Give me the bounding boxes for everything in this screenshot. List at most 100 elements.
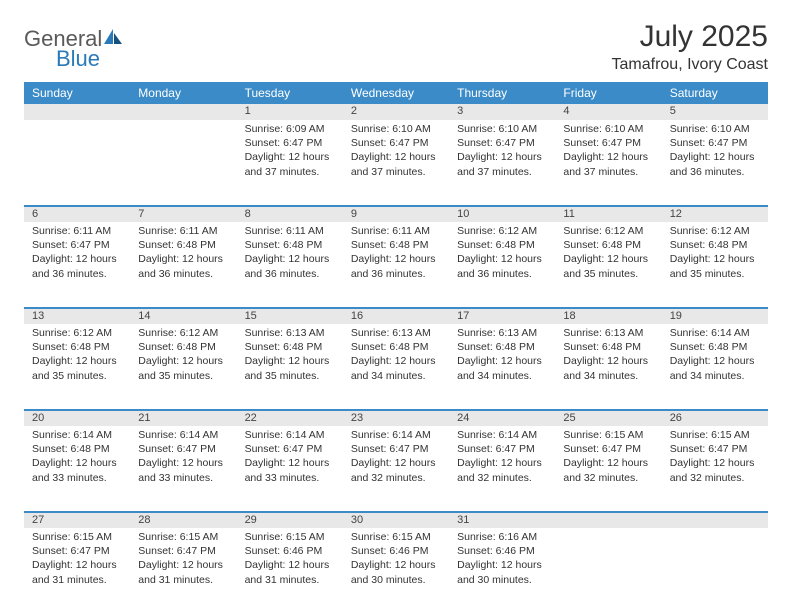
daylight-text-2: and 32 minutes. [563,471,653,485]
daylight-text-1: Daylight: 12 hours [563,252,653,266]
weekday-header: Friday [555,82,661,104]
day-cell: Sunrise: 6:15 AMSunset: 6:47 PMDaylight:… [24,528,130,614]
daylight-text-1: Daylight: 12 hours [138,456,228,470]
day-content-row: Sunrise: 6:14 AMSunset: 6:48 PMDaylight:… [24,426,768,512]
day-number [24,104,130,120]
daylight-text-1: Daylight: 12 hours [138,252,228,266]
daylight-text-2: and 37 minutes. [563,165,653,179]
daylight-text-1: Daylight: 12 hours [32,558,122,572]
day-cell: Sunrise: 6:13 AMSunset: 6:48 PMDaylight:… [343,324,449,410]
day-number-row: 13141516171819 [24,308,768,324]
day-cell [662,528,768,614]
day-cell: Sunrise: 6:13 AMSunset: 6:48 PMDaylight:… [555,324,661,410]
sunrise-text: Sunrise: 6:15 AM [32,530,122,544]
sunrise-text: Sunrise: 6:09 AM [245,122,335,136]
sunrise-text: Sunrise: 6:14 AM [351,428,441,442]
sunset-text: Sunset: 6:47 PM [670,442,760,456]
sunrise-text: Sunrise: 6:10 AM [457,122,547,136]
day-cell: Sunrise: 6:10 AMSunset: 6:47 PMDaylight:… [449,120,555,206]
daylight-text-1: Daylight: 12 hours [563,456,653,470]
sunrise-text: Sunrise: 6:13 AM [563,326,653,340]
day-number: 27 [24,512,130,528]
sunrise-text: Sunrise: 6:13 AM [457,326,547,340]
title-block: July 2025 Tamafrou, Ivory Coast [612,20,769,74]
daylight-text-1: Daylight: 12 hours [670,150,760,164]
daylight-text-2: and 33 minutes. [138,471,228,485]
sunset-text: Sunset: 6:47 PM [457,442,547,456]
day-cell: Sunrise: 6:11 AMSunset: 6:48 PMDaylight:… [343,222,449,308]
day-cell: Sunrise: 6:10 AMSunset: 6:47 PMDaylight:… [343,120,449,206]
day-cell: Sunrise: 6:15 AMSunset: 6:47 PMDaylight:… [555,426,661,512]
day-cell: Sunrise: 6:10 AMSunset: 6:47 PMDaylight:… [662,120,768,206]
day-content-row: Sunrise: 6:09 AMSunset: 6:47 PMDaylight:… [24,120,768,206]
sunset-text: Sunset: 6:48 PM [245,238,335,252]
day-content-row: Sunrise: 6:11 AMSunset: 6:47 PMDaylight:… [24,222,768,308]
sunset-text: Sunset: 6:47 PM [138,544,228,558]
day-number [555,512,661,528]
day-content-row: Sunrise: 6:12 AMSunset: 6:48 PMDaylight:… [24,324,768,410]
sunset-text: Sunset: 6:47 PM [670,136,760,150]
sunset-text: Sunset: 6:47 PM [563,136,653,150]
month-title: July 2025 [612,20,769,54]
day-cell: Sunrise: 6:11 AMSunset: 6:48 PMDaylight:… [130,222,236,308]
sunset-text: Sunset: 6:48 PM [563,238,653,252]
sunrise-text: Sunrise: 6:10 AM [670,122,760,136]
sunset-text: Sunset: 6:48 PM [457,340,547,354]
day-number: 10 [449,206,555,222]
day-cell: Sunrise: 6:11 AMSunset: 6:48 PMDaylight:… [237,222,343,308]
daylight-text-1: Daylight: 12 hours [138,354,228,368]
daylight-text-2: and 32 minutes. [670,471,760,485]
day-cell: Sunrise: 6:12 AMSunset: 6:48 PMDaylight:… [130,324,236,410]
day-cell: Sunrise: 6:12 AMSunset: 6:48 PMDaylight:… [449,222,555,308]
sunset-text: Sunset: 6:48 PM [138,238,228,252]
daylight-text-2: and 35 minutes. [32,369,122,383]
daylight-text-1: Daylight: 12 hours [457,354,547,368]
day-number: 6 [24,206,130,222]
daylight-text-1: Daylight: 12 hours [32,252,122,266]
sunset-text: Sunset: 6:47 PM [245,442,335,456]
daylight-text-2: and 30 minutes. [351,573,441,587]
day-number: 9 [343,206,449,222]
day-cell: Sunrise: 6:10 AMSunset: 6:47 PMDaylight:… [555,120,661,206]
daylight-text-1: Daylight: 12 hours [245,150,335,164]
daylight-text-2: and 35 minutes. [245,369,335,383]
sunrise-text: Sunrise: 6:10 AM [563,122,653,136]
daylight-text-1: Daylight: 12 hours [457,456,547,470]
day-number: 2 [343,104,449,120]
daylight-text-2: and 37 minutes. [245,165,335,179]
daylight-text-2: and 34 minutes. [670,369,760,383]
sunrise-text: Sunrise: 6:13 AM [351,326,441,340]
day-number-row: 20212223242526 [24,410,768,426]
day-cell: Sunrise: 6:15 AMSunset: 6:46 PMDaylight:… [237,528,343,614]
daylight-text-2: and 36 minutes. [138,267,228,281]
sunrise-text: Sunrise: 6:14 AM [245,428,335,442]
day-number-row: 6789101112 [24,206,768,222]
calendar-table: Sunday Monday Tuesday Wednesday Thursday… [24,82,768,614]
daylight-text-1: Daylight: 12 hours [351,252,441,266]
daylight-text-2: and 34 minutes. [457,369,547,383]
sunset-text: Sunset: 6:47 PM [32,238,122,252]
sunrise-text: Sunrise: 6:12 AM [457,224,547,238]
day-cell: Sunrise: 6:15 AMSunset: 6:47 PMDaylight:… [662,426,768,512]
sunset-text: Sunset: 6:48 PM [351,238,441,252]
sunset-text: Sunset: 6:47 PM [32,544,122,558]
daylight-text-1: Daylight: 12 hours [457,558,547,572]
header: GeneralBlue July 2025 Tamafrou, Ivory Co… [24,20,768,74]
day-cell: Sunrise: 6:15 AMSunset: 6:46 PMDaylight:… [343,528,449,614]
day-number: 31 [449,512,555,528]
sunset-text: Sunset: 6:48 PM [245,340,335,354]
daylight-text-2: and 35 minutes. [138,369,228,383]
sunset-text: Sunset: 6:48 PM [351,340,441,354]
daylight-text-1: Daylight: 12 hours [351,456,441,470]
day-number: 28 [130,512,236,528]
sunrise-text: Sunrise: 6:15 AM [351,530,441,544]
day-number: 3 [449,104,555,120]
sunrise-text: Sunrise: 6:15 AM [245,530,335,544]
sunrise-text: Sunrise: 6:15 AM [563,428,653,442]
day-number: 14 [130,308,236,324]
calendar-body: 12345Sunrise: 6:09 AMSunset: 6:47 PMDayl… [24,104,768,614]
sunset-text: Sunset: 6:47 PM [245,136,335,150]
daylight-text-2: and 33 minutes. [245,471,335,485]
daylight-text-2: and 35 minutes. [563,267,653,281]
day-cell [130,120,236,206]
